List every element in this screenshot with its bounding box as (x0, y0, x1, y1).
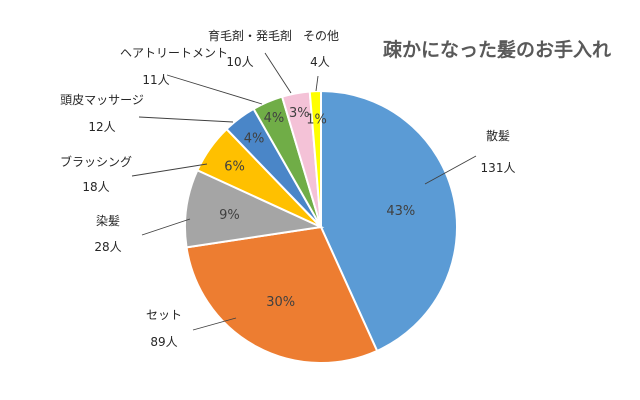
leader-line (192, 317, 237, 331)
pie-slice (308, 89, 322, 228)
slice-category-label: セット (146, 308, 182, 322)
pie-slice (185, 225, 379, 365)
slice-percent-label: 4% (264, 111, 285, 126)
slice-category-label: ヘアトリートメント (120, 46, 228, 60)
slice-count-label: 4人 (310, 55, 330, 69)
slice-count-label: 28人 (94, 240, 121, 254)
leader-line (141, 218, 191, 236)
slice-category-label: ブラッシング (60, 154, 132, 169)
leader-line (138, 116, 234, 123)
slice-count-label: 11人 (142, 73, 169, 87)
leader-line (166, 74, 263, 105)
slice-percent-label: 9% (219, 208, 240, 223)
slice-percent-label: 30% (266, 295, 295, 310)
leader-line (264, 52, 292, 94)
chart-title: 疎かになった髪のお手入れ (383, 38, 611, 61)
slice-count-label: 12人 (88, 120, 115, 134)
leader-line (315, 75, 319, 92)
slice-count-label: 10人 (226, 55, 253, 69)
slice-category-label: 染髪 (96, 213, 120, 228)
slice-category-label: その他 (303, 29, 339, 43)
slice-count-label: 18人 (82, 180, 109, 194)
pie-slice (184, 168, 325, 249)
pie-slice (320, 89, 458, 353)
slice-category-label: 頭皮マッサージ (60, 93, 144, 107)
slice-category-label: 散髪 (486, 128, 510, 143)
slice-count-label: 89人 (150, 335, 177, 349)
leader-line (424, 155, 477, 185)
slice-percent-label: 1% (306, 112, 327, 127)
leader-line (131, 163, 208, 177)
slice-percent-label: 43% (386, 204, 415, 219)
slice-percent-label: 3% (289, 106, 310, 121)
slice-count-label: 131人 (481, 161, 516, 175)
slice-category-label: 育毛剤・発毛剤 (208, 28, 292, 43)
slice-percent-label: 4% (244, 132, 265, 147)
slice-percent-label: 6% (224, 160, 245, 175)
